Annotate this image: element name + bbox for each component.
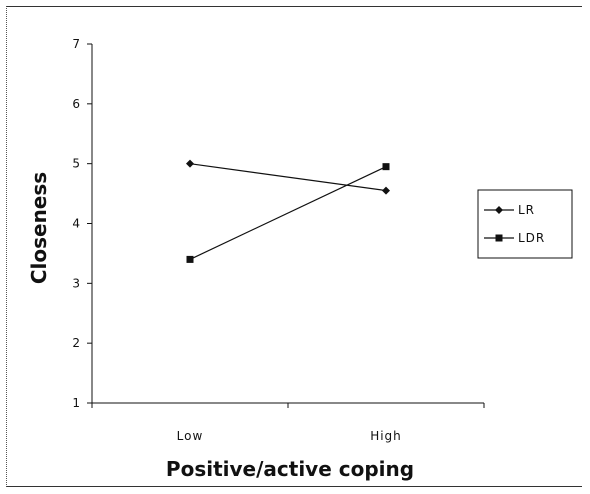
y-tick-label: 5 <box>72 157 80 171</box>
x-category-label: Low <box>177 429 204 443</box>
y-tick-label: 6 <box>72 97 80 111</box>
series-line-ldr <box>189 166 387 260</box>
y-tick-label: 1 <box>72 396 80 410</box>
x-axis-label: Positive/active coping <box>166 457 414 481</box>
y-tick-label: 7 <box>72 37 80 51</box>
axes: 1 2 3 4 5 6 7 Low High <box>72 37 485 443</box>
legend-box <box>477 189 573 259</box>
y-tick-label: 3 <box>72 276 80 290</box>
legend-label-ldr: LDR <box>518 231 545 245</box>
legend-marker-ldr <box>495 234 503 242</box>
legend: LR LDR <box>477 189 573 259</box>
series-layer <box>186 159 390 263</box>
x-category-label: High <box>370 429 402 443</box>
y-axis-label: Closeness <box>27 172 51 284</box>
data-point-ldr <box>382 163 390 171</box>
data-point-lr <box>382 186 390 195</box>
y-tick-label: 4 <box>72 217 80 231</box>
series-line-lr <box>189 163 387 192</box>
y-tick-label: 2 <box>72 336 80 350</box>
data-point-lr <box>186 159 194 168</box>
legend-label-lr: LR <box>518 203 535 217</box>
legend-marker-lr <box>495 206 503 214</box>
data-point-ldr <box>186 255 194 263</box>
chart-frame <box>6 6 582 487</box>
